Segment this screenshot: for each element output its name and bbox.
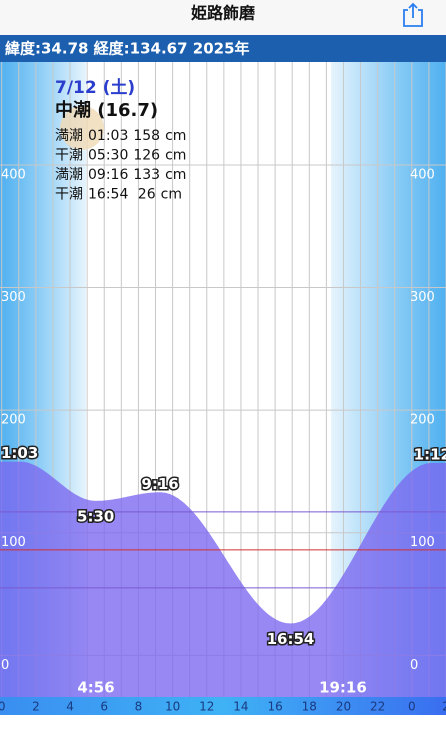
x-tick-label: 12 <box>199 700 214 714</box>
y-tick-label-left: 400 <box>1 167 26 182</box>
tide-area <box>0 461 446 697</box>
x-tick-label: 4 <box>66 700 74 714</box>
tide-name: 中潮 (16.7) <box>55 99 158 121</box>
y-tick-label-right: 100 <box>410 535 435 550</box>
x-tick-label: 2 <box>442 700 446 714</box>
tide-type: 満潮 <box>55 128 83 144</box>
tide-height: 158 <box>133 128 160 144</box>
moon-icon <box>60 106 104 150</box>
y-tick-label-right: 300 <box>410 290 435 305</box>
x-tick-label: 0 <box>408 700 416 714</box>
tide-unit: cm <box>165 148 186 164</box>
tide-row: 満潮 01:03 158 cm <box>55 128 186 144</box>
date: 7/12 (土) <box>55 77 135 98</box>
extreme-label: 16:54 <box>267 630 315 648</box>
x-tick-label: 20 <box>336 700 351 714</box>
tide-height: 133 <box>133 167 160 183</box>
nav-bar <box>0 0 446 35</box>
y-tick-label-right: 400 <box>410 167 435 182</box>
tide-height: 26 <box>133 187 155 203</box>
tide-row: 満潮 09:16 133 cm <box>55 167 186 183</box>
x-axis-bar <box>0 697 446 715</box>
info-panel: 7/12 (土) 中潮 (16.7) 満潮 01:03 158 cm 干潮 05:30 12… <box>55 77 186 203</box>
tide-type: 干潮 <box>55 187 83 203</box>
location-text: 緯度:34.78 経度:134.67 2025年 <box>5 40 250 58</box>
tide-type: 干潮 <box>55 148 83 164</box>
x-tick-label: 22 <box>370 700 385 714</box>
tide-row: 干潮 16:54 26 cm <box>55 187 182 203</box>
extreme-label: 9:16 <box>141 475 178 493</box>
share-button[interactable] <box>403 2 423 27</box>
x-tick-label: 14 <box>233 700 248 714</box>
x-tick-label: 10 <box>165 700 180 714</box>
extreme-label: 5:30 <box>77 507 114 525</box>
tide-unit: cm <box>165 128 186 144</box>
tide-time: 01:03 <box>88 128 128 144</box>
tide-time: 09:16 <box>88 167 128 183</box>
tide-row: 干潮 05:30 126 cm <box>55 148 186 164</box>
tide-unit: cm <box>161 187 182 203</box>
tide-unit: cm <box>165 167 186 183</box>
x-tick-label: 2 <box>32 700 40 714</box>
y-tick-label-right: 0 <box>410 658 418 673</box>
sunrise-label: 4:56 <box>77 679 114 697</box>
x-tick-label: 16 <box>267 700 282 714</box>
tide-type: 満潮 <box>55 167 83 183</box>
x-tick-label: 8 <box>135 700 143 714</box>
y-tick-label-right: 200 <box>410 413 435 428</box>
y-tick-label-left: 300 <box>1 290 26 305</box>
sunset-label: 19:16 <box>319 679 367 697</box>
x-tick-label: 18 <box>302 700 317 714</box>
nav-title: 姫路飾磨 <box>191 4 255 23</box>
extreme-label: 1:12 <box>414 445 446 463</box>
y-tick-label-left: 0 <box>1 658 9 673</box>
y-tick-label-left: 100 <box>1 535 26 550</box>
x-tick-label: 0 <box>0 700 6 714</box>
tide-height: 126 <box>133 148 160 164</box>
tide-time: 05:30 <box>88 148 128 164</box>
extreme-label: 1:03 <box>1 444 38 462</box>
x-tick-label: 6 <box>100 700 108 714</box>
tide-time: 16:54 <box>88 187 128 203</box>
location-bar <box>0 35 446 62</box>
y-tick-label-left: 200 <box>1 413 26 428</box>
